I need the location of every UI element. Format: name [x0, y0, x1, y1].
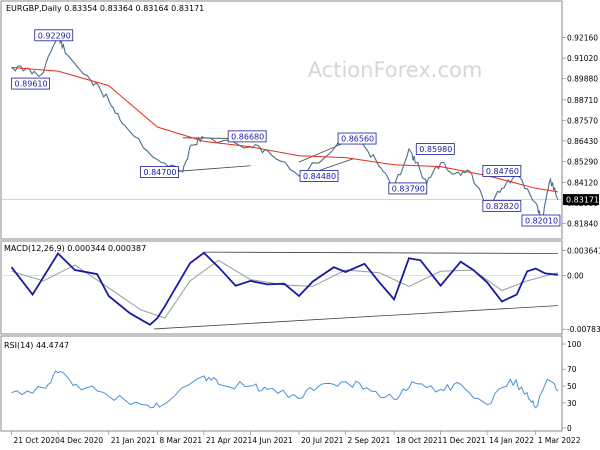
price-level-label-box [482, 165, 522, 177]
price-panel-frame [0, 0, 563, 240]
rsi-panel-header: RSI(14) 44.4747 [4, 341, 69, 350]
price-level-label: 0.82010 [521, 214, 561, 227]
x-tick-label: 1 Dec 2021 [443, 436, 486, 445]
price-level-label-text: 0.89610 [15, 80, 48, 89]
price-axis-tick-label: 0.89880 [567, 75, 598, 84]
last-price-tag: 0.83171 [563, 194, 599, 206]
price-trendline [298, 141, 346, 163]
x-tick-label: 8 Mar 2021 [159, 436, 202, 445]
price-level-label-box [140, 166, 179, 178]
macd-axis-tick-label: 0.003641 [567, 246, 600, 255]
macd-trendline [203, 251, 558, 254]
price-level-label-text: 0.83790 [392, 184, 425, 193]
price-level-label-box [299, 170, 339, 182]
price-axis-tick-label: 0.85290 [567, 157, 598, 166]
price-level-label: 0.84760 [482, 165, 522, 177]
x-tick-label: 20 Jul 2021 [301, 436, 344, 445]
price-level-label: 0.83790 [388, 182, 428, 195]
rsi-axis-tick-label: 50 [567, 382, 577, 391]
price-level-label: 0.92290 [34, 29, 74, 42]
macd-panel-frame [0, 240, 563, 335]
x-tick-label: 21 Apr 2021 [206, 436, 253, 445]
price-level-label-text: 0.92290 [38, 31, 71, 40]
x-axis: 21 Oct 2020 4 Dec 2020 21 Jan 2021 8 Mar 20… [11, 431, 581, 445]
price-level-label: 0.86680 [227, 130, 267, 143]
price-level-label-box [415, 143, 455, 155]
price-axis-tick-label: 0.81840 [567, 220, 598, 229]
price-axis-tick-label: 0.88710 [567, 96, 598, 105]
x-tick-label: 4 Jun 2021 [252, 436, 293, 445]
price-level-label-text: 0.86560 [341, 135, 374, 144]
price-level-label-box [388, 182, 428, 195]
macd-axis-tick-label: -0.007839 [567, 325, 600, 334]
macd-panel-header: MACD(12,26,9) 0.000344 0.000387 [4, 244, 146, 253]
macd-trendline [154, 305, 558, 330]
macd-panel: MACD(12,26,9) 0.000344 0.000387 0.003641… [0, 240, 600, 335]
rsi-panel: RSI(14) 44.4747 100 70 50 30 0 [0, 335, 582, 433]
macd-axis-tick-label: 0.00 [567, 271, 584, 280]
x-tick-label: 18 Oct 2021 [396, 436, 443, 445]
price-level-label-box [34, 29, 74, 42]
x-tick-label: 21 Jan 2021 [111, 436, 156, 445]
price-level-label: 0.84480 [299, 170, 339, 182]
last-price-tag-background [563, 194, 599, 206]
price-level-label: 0.89610 [11, 77, 50, 90]
rsi-axis-tick-label: 70 [567, 365, 577, 374]
price-level-label-box [11, 77, 50, 90]
price-level-label-text: 0.82820 [486, 202, 519, 211]
price-panel-header: EURGBP,Daily 0.83354 0.83364 0.83164 0.8… [6, 4, 204, 13]
price-level-label-text: 0.86680 [231, 132, 264, 141]
last-price-tag-text: 0.83171 [566, 196, 599, 205]
price-panel: ActionForex.com EURGBP,Daily 0.83354 0.8… [0, 0, 599, 240]
price-axis-tick-label: 0.84120 [567, 178, 598, 187]
price-level-label-text: 0.84480 [303, 172, 336, 181]
rsi-axis-tick-label: 0 [567, 424, 572, 433]
rsi-line [11, 370, 559, 409]
price-level-label-box [521, 214, 561, 227]
price-level-label-text: 0.84700 [143, 168, 176, 177]
watermark: ActionForex.com [308, 58, 483, 82]
x-tick-label: 21 Oct 2020 [14, 436, 61, 445]
price-axis-tick-label: 0.87570 [567, 116, 598, 125]
price-level-label-box [337, 132, 377, 145]
rsi-panel-frame [0, 335, 563, 432]
price-level-label: 0.82820 [482, 200, 522, 212]
price-level-label-text: 0.82010 [525, 217, 558, 226]
price-level-label-box [227, 130, 267, 143]
moving-average-line [11, 67, 558, 193]
rsi-axis-tick-label: 100 [567, 340, 582, 349]
macd-line [10, 251, 558, 326]
price-level-label: 0.84700 [140, 166, 179, 178]
x-tick-label: 1 Mar 2022 [538, 436, 581, 445]
price-level-label: 0.85980 [415, 143, 455, 155]
x-tick-label: 14 Jan 2022 [489, 436, 534, 445]
price-level-label-text: 0.84760 [486, 167, 519, 176]
price-level-label-text: 0.85980 [419, 145, 452, 154]
macd-signal-line [11, 259, 559, 319]
price-axis-tick-label: 0.92160 [567, 34, 598, 43]
price-axis-tick-label: 0.86430 [567, 137, 598, 146]
price-axis-tick-label: 0.91020 [567, 54, 598, 63]
price-level-label-box [482, 200, 522, 212]
rsi-axis-tick-label: 30 [567, 399, 577, 408]
x-tick-label: 4 Dec 2020 [60, 436, 103, 445]
x-tick-label: 2 Sep 2021 [347, 436, 390, 445]
price-level-label: 0.86560 [337, 132, 377, 145]
